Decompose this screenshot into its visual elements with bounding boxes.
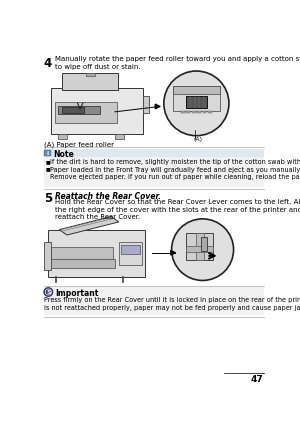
FancyBboxPatch shape <box>44 242 52 270</box>
Text: Manually rotate the paper feed roller toward you and apply a cotton swab or the : Manually rotate the paper feed roller to… <box>55 57 300 71</box>
Text: 47: 47 <box>251 375 264 384</box>
FancyBboxPatch shape <box>44 149 264 157</box>
FancyBboxPatch shape <box>185 246 213 252</box>
Text: (A) Paper feed roller: (A) Paper feed roller <box>44 142 114 148</box>
FancyBboxPatch shape <box>181 111 185 113</box>
Polygon shape <box>171 250 176 255</box>
FancyBboxPatch shape <box>58 106 100 114</box>
Text: Hold the Rear Cover so that the Rear Cover Lever comes to the left. Align the pr: Hold the Rear Cover so that the Rear Cov… <box>55 199 300 220</box>
Text: ■: ■ <box>46 159 51 164</box>
Text: Reattach the Rear Cover.: Reattach the Rear Cover. <box>55 192 160 201</box>
Circle shape <box>172 219 234 280</box>
Text: Paper loaded in the Front Tray will gradually feed and eject as you manually rot: Paper loaded in the Front Tray will grad… <box>50 167 300 180</box>
FancyBboxPatch shape <box>196 233 204 260</box>
FancyBboxPatch shape <box>85 73 95 76</box>
FancyBboxPatch shape <box>52 88 143 134</box>
FancyBboxPatch shape <box>186 111 190 113</box>
FancyBboxPatch shape <box>143 96 149 113</box>
FancyBboxPatch shape <box>192 111 196 113</box>
FancyBboxPatch shape <box>173 86 220 94</box>
Text: Important: Important <box>55 289 99 298</box>
Text: If the dirt is hard to remove, slightly moisten the tip of the cotton swab with : If the dirt is hard to remove, slightly … <box>50 159 300 165</box>
FancyBboxPatch shape <box>55 102 116 123</box>
FancyBboxPatch shape <box>185 233 213 260</box>
FancyBboxPatch shape <box>45 259 115 268</box>
Text: Note: Note <box>53 150 74 159</box>
FancyBboxPatch shape <box>62 107 84 113</box>
FancyBboxPatch shape <box>62 73 118 90</box>
FancyBboxPatch shape <box>121 245 140 254</box>
Text: S: S <box>46 289 51 295</box>
Polygon shape <box>61 217 112 231</box>
Circle shape <box>164 71 229 136</box>
FancyBboxPatch shape <box>115 134 124 139</box>
Text: (A): (A) <box>194 137 202 142</box>
FancyBboxPatch shape <box>202 111 206 113</box>
FancyBboxPatch shape <box>52 247 113 261</box>
FancyBboxPatch shape <box>58 134 67 139</box>
FancyBboxPatch shape <box>44 150 51 156</box>
FancyBboxPatch shape <box>185 96 207 108</box>
Text: 4: 4 <box>44 57 52 70</box>
Text: 5: 5 <box>44 192 52 205</box>
FancyBboxPatch shape <box>173 86 220 111</box>
Text: Press firmly on the Rear Cover until it is locked in place on the rear of the pr: Press firmly on the Rear Cover until it … <box>44 298 300 311</box>
Text: i: i <box>46 150 49 156</box>
Text: ■: ■ <box>46 167 51 172</box>
Circle shape <box>45 289 52 295</box>
FancyBboxPatch shape <box>44 149 264 187</box>
Polygon shape <box>155 104 160 109</box>
FancyBboxPatch shape <box>44 287 264 315</box>
FancyBboxPatch shape <box>201 237 207 251</box>
FancyBboxPatch shape <box>208 111 212 113</box>
Polygon shape <box>59 217 119 235</box>
FancyBboxPatch shape <box>197 111 201 113</box>
FancyBboxPatch shape <box>48 230 145 278</box>
FancyBboxPatch shape <box>119 242 142 265</box>
Circle shape <box>44 288 52 296</box>
